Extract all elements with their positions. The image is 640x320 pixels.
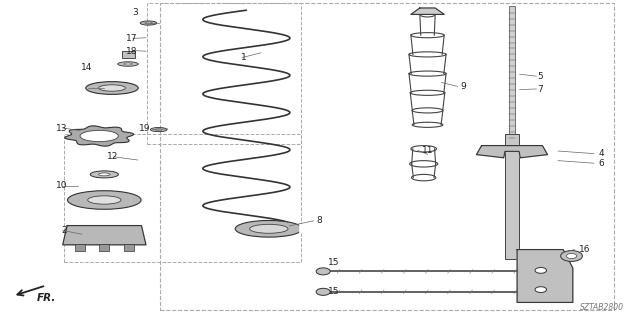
Text: 13: 13 [56,124,67,132]
Text: 15: 15 [328,258,339,267]
Text: 15: 15 [328,287,339,296]
Circle shape [561,251,582,261]
Bar [160,3,614,310]
Ellipse shape [99,173,110,176]
Ellipse shape [86,82,138,94]
Text: 18: 18 [126,47,138,56]
Ellipse shape [124,63,132,65]
Ellipse shape [88,196,121,204]
Text: 10: 10 [56,181,67,190]
Text: 12: 12 [107,152,118,161]
Bar [124,244,134,251]
Circle shape [566,253,577,259]
Ellipse shape [250,224,288,233]
Ellipse shape [236,220,303,237]
Text: 17: 17 [126,34,138,43]
Polygon shape [65,126,134,146]
Bar [147,3,301,144]
Bar [509,6,515,144]
Text: 11: 11 [422,146,434,155]
Bar [122,51,135,58]
Polygon shape [517,250,573,302]
Text: FR.: FR. [37,293,56,303]
Text: 6: 6 [598,159,604,168]
Polygon shape [63,226,146,245]
Text: 8: 8 [317,216,323,225]
Text: 4: 4 [598,149,604,158]
Circle shape [535,287,547,292]
Ellipse shape [155,129,163,131]
Text: SZTAB2800: SZTAB2800 [580,303,624,312]
Bar [505,134,519,259]
Circle shape [316,268,330,275]
Text: 3: 3 [132,8,138,17]
Text: 2: 2 [61,226,67,235]
Bar [99,244,109,251]
Circle shape [316,288,330,295]
Circle shape [535,268,547,273]
Text: 19: 19 [139,124,150,132]
Ellipse shape [80,130,118,142]
Text: 9: 9 [461,82,467,91]
Ellipse shape [99,85,125,91]
Text: 7: 7 [538,85,543,94]
Ellipse shape [150,127,167,132]
Text: 5: 5 [538,72,543,81]
Text: 16: 16 [579,245,591,254]
Polygon shape [411,8,444,14]
Ellipse shape [145,22,152,24]
Bar [64,134,301,262]
Ellipse shape [140,21,157,25]
Text: 1: 1 [241,53,246,62]
Ellipse shape [68,191,141,209]
Bar [75,244,85,251]
Text: 14: 14 [81,63,93,72]
Ellipse shape [90,171,118,178]
Polygon shape [476,146,548,158]
Ellipse shape [118,62,138,66]
